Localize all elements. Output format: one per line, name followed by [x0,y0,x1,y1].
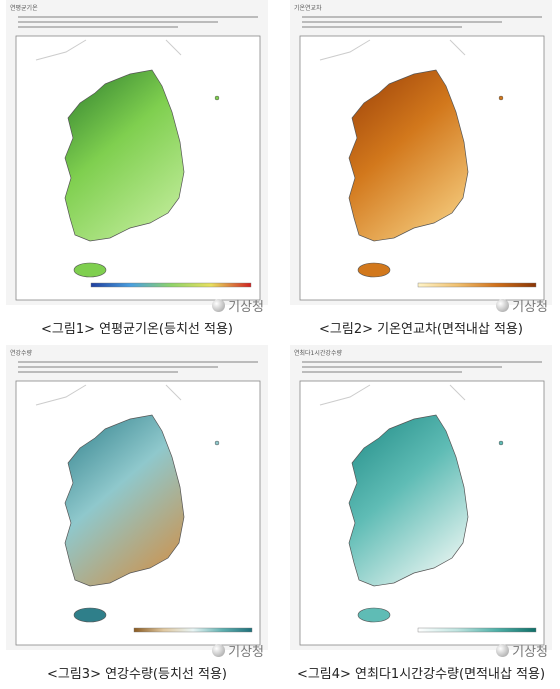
logo: 기상청 [212,641,264,660]
land [348,69,504,278]
ulleungdo [498,95,504,101]
description-line [302,371,462,373]
mainland [64,69,185,242]
map: 연평균기온 [6,0,268,305]
jeju [73,262,107,278]
land [348,414,504,623]
map-label: 연평균기온 [10,4,38,12]
boundary [319,39,466,61]
mainland [348,69,469,242]
logo: 기상청 [496,641,548,660]
description-line [18,361,258,363]
boundary [35,39,182,61]
jeju [357,607,391,623]
logo-icon [212,644,226,657]
map-label: 기온연교차 [294,4,322,12]
caption: <그림2> 기온연교차(면적내삽 적용) [319,322,523,337]
description-line [302,26,462,28]
description-line [302,16,542,18]
description-line [18,16,258,18]
color-bar [417,627,537,633]
map: 연최다1시간강수량 [290,345,552,650]
description-line [302,21,502,23]
logo-icon [212,299,226,312]
mainland [64,414,185,587]
description-line [18,26,178,28]
logo-icon [496,299,510,312]
color-bar [90,282,252,288]
boundary [35,384,182,406]
logo-text: 기상청 [512,300,548,315]
logo-icon [496,644,510,657]
caption: <그림3> 연강수량(등치선 적용) [46,667,228,682]
logo: 기상청 [212,296,264,315]
description-line [302,366,502,368]
logo-text: 기상청 [512,645,548,660]
boundary [319,384,466,406]
jeju [357,262,391,278]
map: 기온연교차 [290,0,552,305]
description-line [302,361,542,363]
description-line [18,21,218,23]
map: 연강수량 [6,345,268,650]
color-bar [417,282,537,288]
caption: <그림4> 연최다1시간강수량(면적내삽 적용) [296,667,546,682]
land [64,414,220,623]
logo-text: 기상청 [228,300,264,315]
ulleungdo [214,95,220,101]
land [64,69,220,278]
description-line [18,366,218,368]
map-label: 연강수량 [10,349,33,357]
mainland [348,414,469,587]
logo: 기상청 [496,296,548,315]
description-line [18,371,178,373]
map-label: 연최다1시간강수량 [294,349,342,357]
color-bar [133,627,253,633]
ulleungdo [498,440,504,446]
logo-text: 기상청 [228,645,264,660]
jeju [73,607,107,623]
caption: <그림1> 연평균기온(등치선 적용) [41,322,233,337]
ulleungdo [214,440,220,446]
